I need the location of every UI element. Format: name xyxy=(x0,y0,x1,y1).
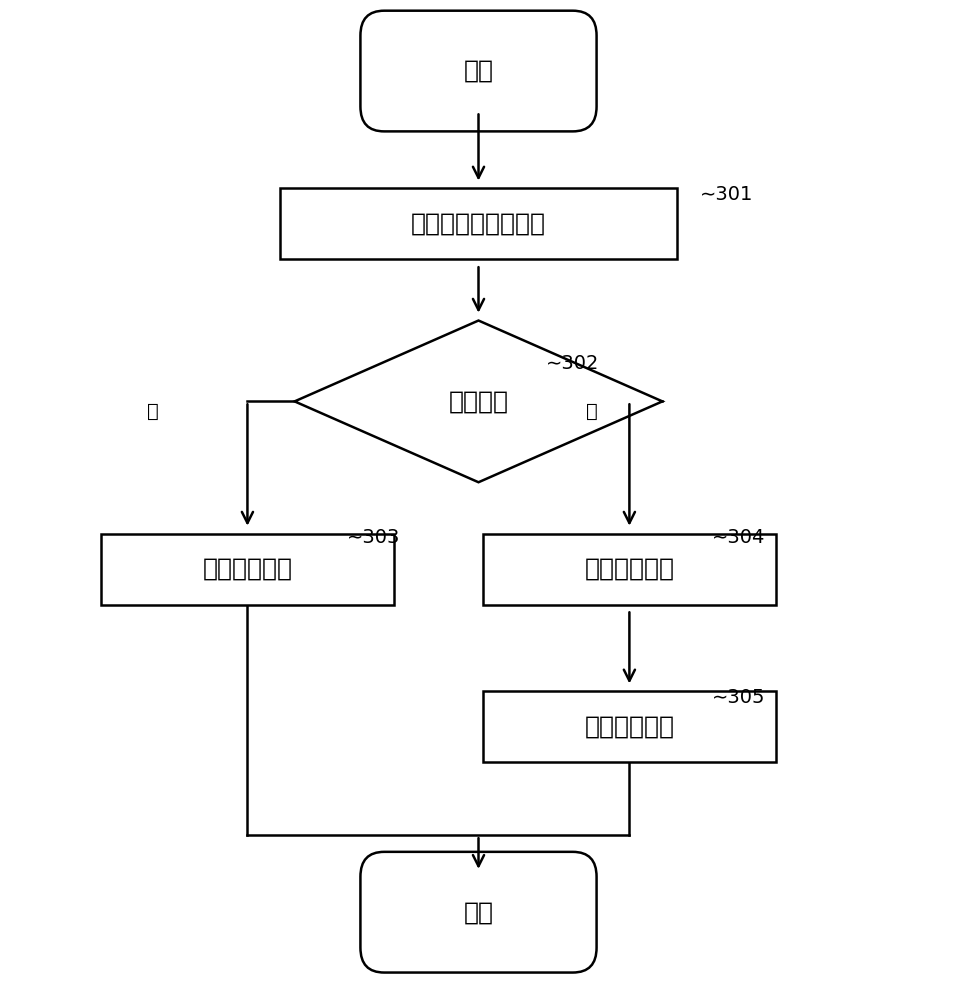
Text: 否: 否 xyxy=(147,402,159,421)
Text: 地址变更: 地址变更 xyxy=(449,389,508,413)
Text: ∼303: ∼303 xyxy=(346,528,400,547)
Text: 返回初始地址: 返回初始地址 xyxy=(203,557,293,581)
Bar xyxy=(483,691,775,762)
Polygon shape xyxy=(295,321,662,482)
Text: 结束: 结束 xyxy=(463,900,494,924)
Text: 计算对象的初始地址: 计算对象的初始地址 xyxy=(411,212,546,236)
FancyBboxPatch shape xyxy=(361,852,596,973)
Bar xyxy=(101,534,393,605)
FancyBboxPatch shape xyxy=(361,11,596,131)
Bar xyxy=(280,188,677,259)
Text: ∼305: ∼305 xyxy=(712,688,766,707)
Text: ∼304: ∼304 xyxy=(712,528,766,547)
Text: ∼302: ∼302 xyxy=(546,354,600,373)
Text: 是: 是 xyxy=(586,402,597,421)
Text: ∼301: ∼301 xyxy=(701,185,753,204)
Text: 开始: 开始 xyxy=(463,59,494,83)
Bar xyxy=(483,534,775,605)
Text: 确定更新地址: 确定更新地址 xyxy=(585,557,675,581)
Text: 返回更新地址: 返回更新地址 xyxy=(585,715,675,739)
